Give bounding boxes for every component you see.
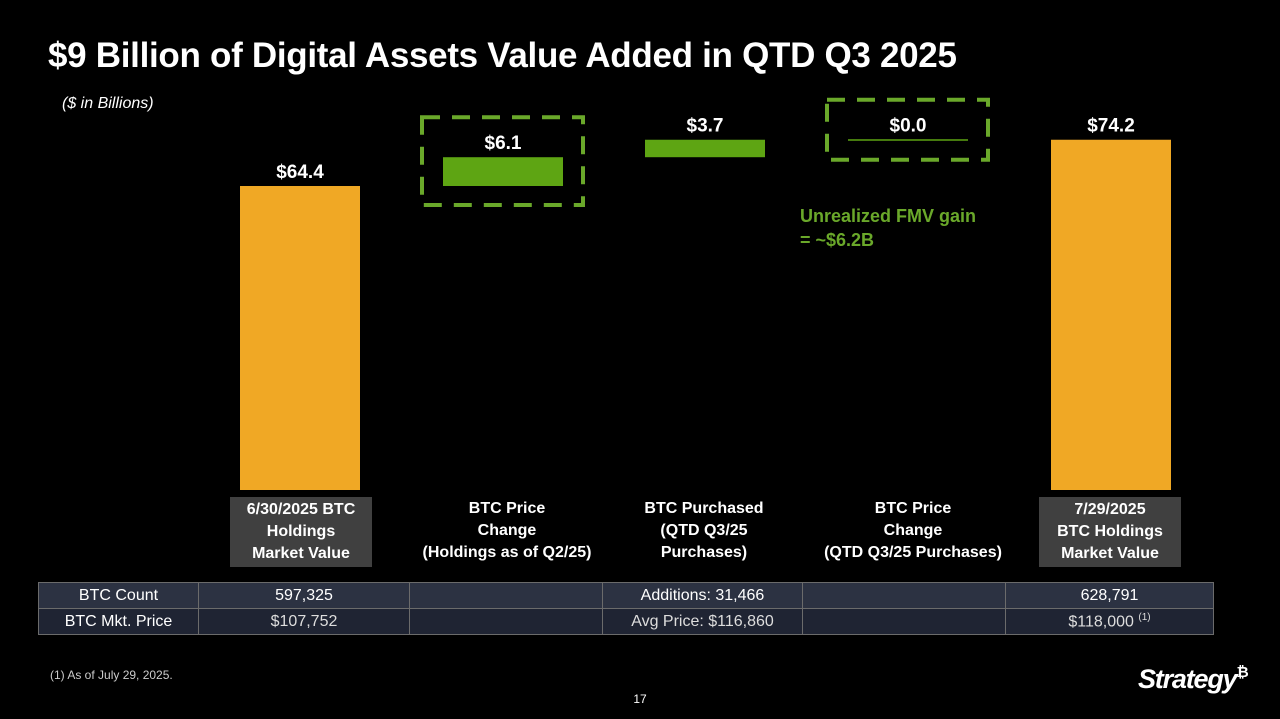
category-line: BTC Price [874,500,952,517]
category-line: (QTD Q3/25 Purchases) [824,544,1002,561]
bar-4 [1051,139,1171,490]
category-line: BTC Holdings [1057,523,1163,540]
category-line: Market Value [252,545,350,562]
category-line: Holdings [266,523,336,540]
table-row-btc-count: BTC Count 597,325 Additions: 31,466 628,… [38,582,1214,609]
cell-value: $118,000 [1068,613,1134,631]
category-line: BTC Purchased [644,500,764,517]
category-label-price-change-purchases: BTC Price Change (QTD Q3/25 Purchases) [808,498,1018,564]
bar-2 [645,139,765,158]
category-line: Purchases) [660,544,748,561]
category-label-end: 7/29/2025 BTC Holdings Market Value [1039,497,1181,567]
row-label: BTC Mkt. Price [38,608,199,635]
data-label-2: $3.7 [687,116,724,137]
unrealized-gain-note: Unrealized FMV gain = ~$6.2B [800,204,976,252]
data-label-3: $0.0 [890,116,927,137]
bar-0 [240,186,360,490]
bitcoin-mark-icon: ₿ [1236,664,1249,681]
category-label-purchased: BTC Purchased (QTD Q3/25 Purchases) [599,498,809,564]
table-cell [409,582,603,609]
table-cell [802,582,1006,609]
table-cell: $107,752 [198,608,410,635]
table-cell: 597,325 [198,582,410,609]
table-cell: $118,000 (1) [1005,608,1214,635]
category-line: Market Value [1061,545,1159,562]
category-line: Change [477,522,537,539]
footnote: (1) As of July 29, 2025. [50,668,173,682]
note-line: = ~$6.2B [800,230,875,250]
data-label-1: $6.1 [485,133,522,154]
data-label-4: $74.2 [1087,116,1135,137]
bar-1 [443,157,563,186]
highlight-box-3 [825,97,990,162]
note-line: Unrealized FMV gain [800,206,977,226]
table-row-btc-price: BTC Mkt. Price $107,752 Avg Price: $116,… [38,608,1214,635]
units-subtitle: ($ in Billions) [62,95,154,112]
btc-data-table: BTC Count 597,325 Additions: 31,466 628,… [38,582,1214,635]
category-line: 7/29/2025 [1074,501,1146,518]
highlight-box-1 [420,115,585,207]
category-line: (Holdings as of Q2/25) [422,544,592,561]
strategy-logo: Strategy₿ [1138,664,1249,694]
category-line: 6/30/2025 BTC [246,501,356,518]
category-label-price-change-holdings: BTC Price Change (Holdings as of Q2/25) [402,498,612,564]
table-cell [802,608,1006,635]
table-cell: 628,791 [1005,582,1214,609]
page-number: 17 [633,692,647,706]
row-label: BTC Count [38,582,199,609]
footnote-ref: (1) [1138,611,1151,623]
category-line: (QTD Q3/25 [660,522,748,539]
data-label-0: $64.4 [276,162,324,183]
category-line: Change [883,522,943,539]
table-cell: Avg Price: $116,860 [602,608,803,635]
page-title: $9 Billion of Digital Assets Value Added… [48,36,957,75]
category-line: BTC Price [468,500,546,517]
table-cell: Additions: 31,466 [602,582,803,609]
category-label-start: 6/30/2025 BTC Holdings Market Value [230,497,372,567]
table-cell [409,608,603,635]
